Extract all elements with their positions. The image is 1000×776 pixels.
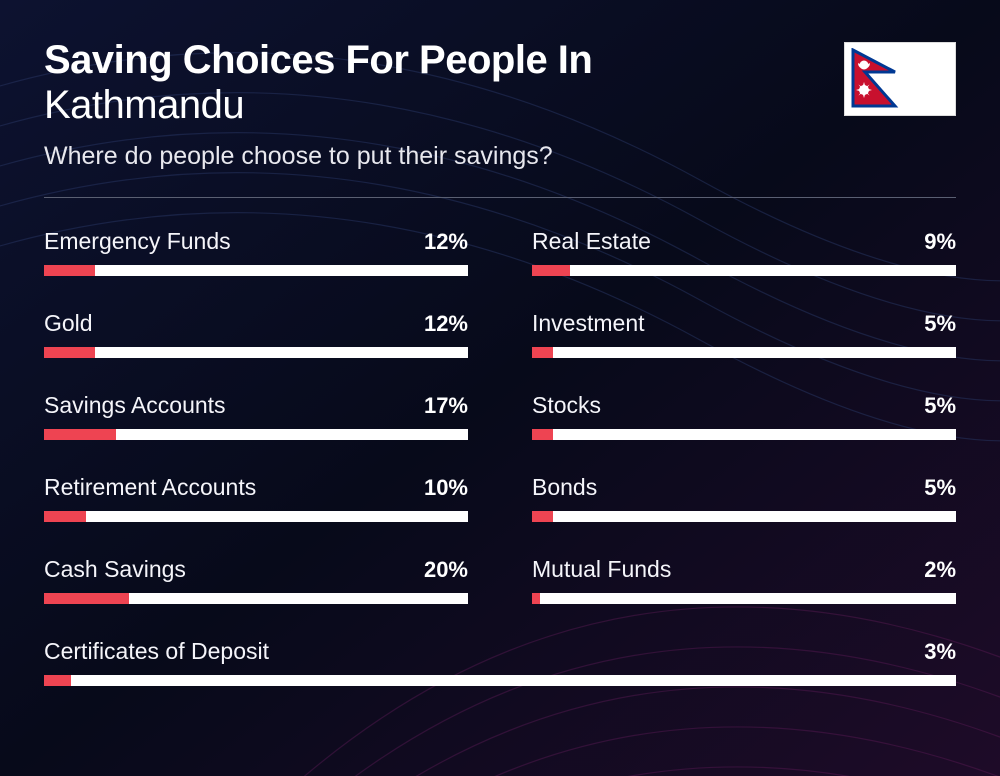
page-title-line2: Kathmandu <box>44 82 844 128</box>
bar-fill <box>44 511 86 522</box>
bar-item-label: Real Estate <box>532 228 651 255</box>
bar-item: Certificates of Deposit 3% <box>44 638 956 686</box>
bar-fill <box>532 429 553 440</box>
bar-item-value: 12% <box>424 311 468 337</box>
bar-track <box>44 429 468 440</box>
bar-item-value: 5% <box>924 475 956 501</box>
bar-item-head: Certificates of Deposit 3% <box>44 638 956 665</box>
bar-item-label: Stocks <box>532 392 601 419</box>
bar-item-value: 5% <box>924 393 956 419</box>
bar-item-label: Retirement Accounts <box>44 474 256 501</box>
header-divider <box>44 197 956 198</box>
nepal-flag-icon <box>844 42 956 116</box>
title-block: Saving Choices For People In Kathmandu W… <box>44 38 844 171</box>
bar-item-value: 3% <box>924 639 956 665</box>
bar-item-label: Certificates of Deposit <box>44 638 269 665</box>
bar-item-head: Real Estate 9% <box>532 228 956 255</box>
page-subtitle: Where do people choose to put their savi… <box>44 142 844 171</box>
bar-fill <box>44 347 95 358</box>
bar-track <box>532 347 956 358</box>
bar-item-value: 17% <box>424 393 468 419</box>
bar-track <box>532 265 956 276</box>
bar-item-label: Cash Savings <box>44 556 186 583</box>
bar-fill <box>44 593 129 604</box>
bar-item: Bonds 5% <box>532 474 956 522</box>
bar-track <box>44 265 468 276</box>
bar-fill <box>532 347 553 358</box>
bar-item-head: Retirement Accounts 10% <box>44 474 468 501</box>
bar-item-head: Emergency Funds 12% <box>44 228 468 255</box>
bar-item-value: 2% <box>924 557 956 583</box>
bar-item-value: 10% <box>424 475 468 501</box>
bar-item-head: Cash Savings 20% <box>44 556 468 583</box>
bar-item: Emergency Funds 12% <box>44 228 468 276</box>
bar-track <box>44 511 468 522</box>
bar-item: Investment 5% <box>532 310 956 358</box>
bar-item-head: Mutual Funds 2% <box>532 556 956 583</box>
bar-item-value: 20% <box>424 557 468 583</box>
bar-item-label: Investment <box>532 310 645 337</box>
bar-fill <box>532 265 570 276</box>
bar-fill <box>44 675 71 686</box>
bar-item-head: Bonds 5% <box>532 474 956 501</box>
bar-item-value: 12% <box>424 229 468 255</box>
bar-item-head: Stocks 5% <box>532 392 956 419</box>
bar-track <box>532 511 956 522</box>
bar-item: Cash Savings 20% <box>44 556 468 604</box>
bar-fill <box>44 429 116 440</box>
bar-item-label: Gold <box>44 310 93 337</box>
bar-track <box>44 593 468 604</box>
bar-fill <box>532 593 540 604</box>
bar-item: Real Estate 9% <box>532 228 956 276</box>
bar-item-label: Bonds <box>532 474 597 501</box>
bar-item: Savings Accounts 17% <box>44 392 468 440</box>
bar-track <box>532 429 956 440</box>
bar-track <box>44 347 468 358</box>
bar-track <box>44 675 956 686</box>
bar-fill <box>44 265 95 276</box>
bar-item-value: 9% <box>924 229 956 255</box>
bar-item-head: Gold 12% <box>44 310 468 337</box>
bar-item: Stocks 5% <box>532 392 956 440</box>
bar-item-label: Emergency Funds <box>44 228 231 255</box>
bar-item-label: Savings Accounts <box>44 392 226 419</box>
bar-item-value: 5% <box>924 311 956 337</box>
bars-grid: Emergency Funds 12% Real Estate 9% Gold 12% In… <box>44 228 956 686</box>
bar-item-label: Mutual Funds <box>532 556 671 583</box>
bar-item-head: Savings Accounts 17% <box>44 392 468 419</box>
page-title-line1: Saving Choices For People In <box>44 38 844 82</box>
bar-item-head: Investment 5% <box>532 310 956 337</box>
bar-item: Gold 12% <box>44 310 468 358</box>
header: Saving Choices For People In Kathmandu W… <box>44 38 956 171</box>
bar-track <box>532 593 956 604</box>
bar-item: Mutual Funds 2% <box>532 556 956 604</box>
bar-item: Retirement Accounts 10% <box>44 474 468 522</box>
bar-fill <box>532 511 553 522</box>
